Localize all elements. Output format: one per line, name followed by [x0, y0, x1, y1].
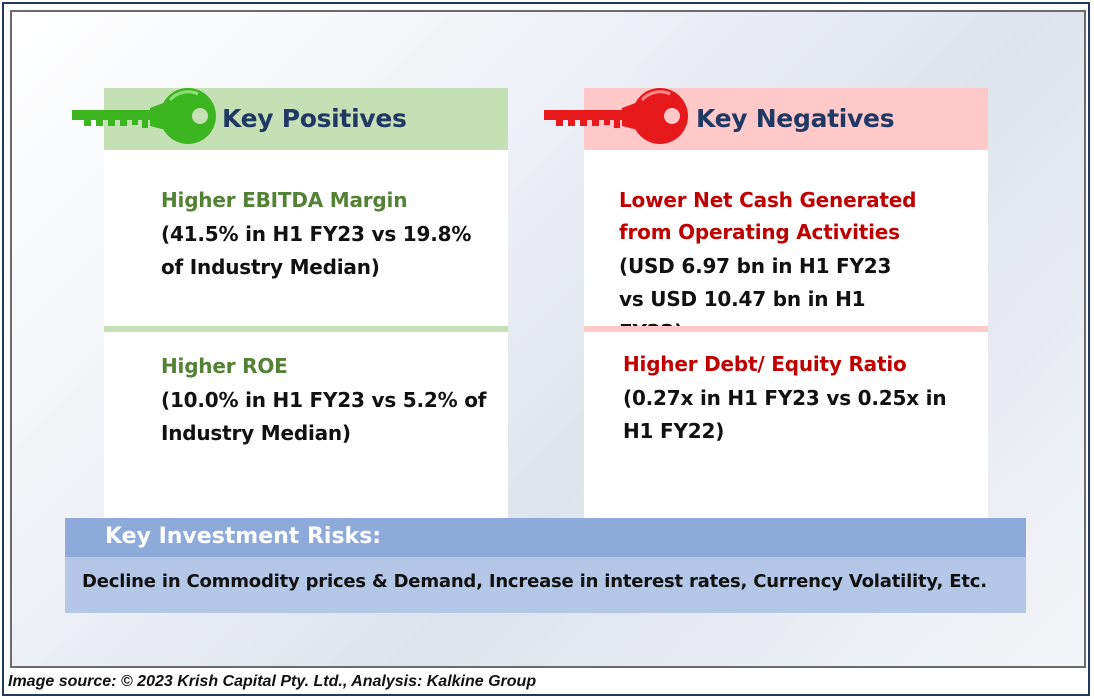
positive-divider: [104, 326, 508, 332]
roe-title: Higher ROE: [161, 354, 288, 378]
investment-risks-text: Decline in Commodity prices & Demand, In…: [82, 571, 987, 592]
key-negatives-title: Key Negatives: [696, 104, 895, 133]
debt-equity-title: Higher Debt/ Equity Ratio: [623, 352, 907, 376]
roe-detail: (10.0% in H1 FY23 vs 5.2% of Industry Me…: [161, 388, 487, 445]
net-cash-title-line2: from Operating Activities: [619, 220, 900, 244]
key-positives-column: Key Positives Higher EBITDA Margin (41.5…: [72, 88, 508, 518]
key-positives-title: Key Positives: [222, 104, 407, 133]
ebitda-margin-title: Higher EBITDA Margin: [161, 188, 408, 212]
investment-risks-title: Key Investment Risks:: [105, 524, 382, 549]
net-cash-title-line1: Lower Net Cash Generated: [619, 188, 917, 212]
positive-card-roe: Higher ROE (10.0% in H1 FY23 vs 5.2% of …: [104, 332, 508, 518]
negative-card-debt: Higher Debt/ Equity Ratio (0.27x in H1 F…: [584, 332, 988, 518]
investment-risks-body: Decline in Commodity prices & Demand, In…: [65, 557, 1026, 613]
green-key-icon: [72, 88, 216, 144]
key-negatives-column: Key Negatives Lower Net Cash Generated f…: [544, 88, 988, 518]
positive-card-ebitda: Higher EBITDA Margin (41.5% in H1 FY23 v…: [104, 150, 508, 326]
negative-divider: [584, 326, 988, 332]
investment-risks-header: Key Investment Risks:: [65, 518, 1026, 557]
ebitda-margin-detail: (41.5% in H1 FY23 vs 19.8% of Industry M…: [161, 222, 472, 279]
red-key-icon: [544, 88, 688, 144]
debt-equity-detail: (0.27x in H1 FY23 vs 0.25x in H1 FY22): [623, 386, 947, 443]
negative-card-cash: Lower Net Cash Generated from Operating …: [584, 150, 988, 344]
image-source-caption: Image source: © 2023 Krish Capital Pty. …: [8, 673, 537, 690]
